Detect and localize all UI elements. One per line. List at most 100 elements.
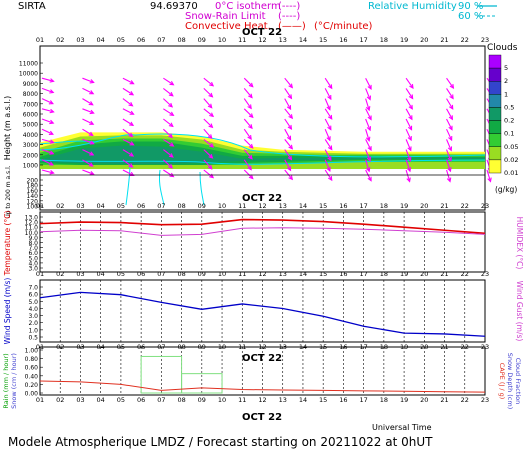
windgust-axis-label: Wind Gust (m/s) [515,281,524,342]
hour-tick-label: 03 [76,396,84,404]
colorbar-swatch [488,159,502,174]
rain-tick: 1.00 [25,348,39,355]
hour-tick-label: 05 [117,343,125,351]
wind-arrow [284,139,294,150]
hour-tick-label: 02 [56,270,64,278]
hour-tick-label: 10 [218,270,226,278]
windspeed-tick: 0.5 [28,335,38,342]
time-axis-label: Universal Time [372,423,432,432]
colorbar-tick: 5 [504,64,508,72]
wind-arrow [405,108,413,121]
hour-tick-label: 14 [299,202,307,210]
legend-snowrain-label: Snow-Rain Limit [185,11,266,22]
height-tick: 9000 [23,81,38,88]
wind-arrow [203,159,213,170]
hour-tick-label: 12 [258,202,266,210]
hour-tick-label: 01 [36,343,44,351]
hour-tick-label: 07 [157,343,165,351]
hour-tick-label: 13 [279,396,287,404]
temperature-tick: 13.0 [25,215,39,222]
wind-arrow [163,77,175,86]
hour-tick-label: 11 [238,396,246,404]
wind-arrow [243,149,253,160]
hour-tick-label: 03 [76,202,84,210]
hour-tick-label: 18 [380,396,388,404]
hour-tick-label: 12 [258,396,266,404]
hour-tick-label: 20 [420,396,428,404]
date-label-cloud: OCT 22 [242,193,282,204]
vertical-hour-grid [59,212,466,395]
windspeed-tick: 5.0 [28,299,38,306]
hour-tick-label: 17 [359,270,367,278]
wind-arrow [162,98,174,108]
hour-tick-label: 18 [380,36,388,44]
hour-tick-label: 16 [339,343,347,351]
hour-tick-label: 19 [400,36,408,44]
wind-arrow [446,159,452,173]
hour-tick-label: 02 [56,343,64,351]
legend-rh60-value: 60 % [458,11,483,22]
hour-tick-label: 08 [177,396,185,404]
wind-arrow [203,118,214,129]
colorbar-swatch [488,94,502,108]
wind-arrow [82,118,95,125]
height-tick-lower: 100 [27,204,39,211]
windspeed-tick: 3.0 [28,313,38,320]
wind-arrow [122,108,135,115]
wind-arrow [324,149,332,162]
hour-tick-label: 15 [319,396,327,404]
cape-series-line [39,380,486,393]
hour-tick-label: 14 [299,396,307,404]
wind-arrow [243,118,253,130]
rain-tick: 0.00 [25,391,39,398]
height-tick: 2000 [23,152,38,159]
humidex-series-line [39,227,486,236]
hour-tick-label: 07 [157,36,165,44]
hour-tick-label: 12 [258,36,266,44]
wind-arrow [365,118,372,132]
height-tick: 4000 [23,132,38,139]
wind-arrow [41,169,55,175]
wind-arrow [203,128,213,140]
wind-arrow [405,139,412,152]
height-tick: 6000 [23,112,38,119]
hour-tick-label: 07 [157,202,165,210]
hour-tick-label: 09 [198,36,206,44]
windspeed-tick: 6.0 [28,292,38,299]
wind-arrow [446,149,452,162]
wind-arrow [446,128,453,142]
rain-tick: 0.20 [25,382,39,389]
temperature-tick: 5.0 [28,255,38,262]
hour-tick-label: 05 [117,396,125,404]
colorbar-swatch [488,54,502,69]
height-tick: 10000 [19,71,38,78]
wind-arrow [41,77,55,83]
rh-contour [159,169,165,206]
wind-arrow [162,159,174,169]
wind-arrow [163,149,174,158]
windspeed-tick: 1.0 [28,327,38,334]
wind-arrow [405,128,412,142]
hour-tick-label: 19 [400,396,408,404]
colorbar-tick: 0.2 [504,117,514,125]
hour-tick-label: 02 [56,202,64,210]
hour-tick-label: 12 [258,270,266,278]
hour-tick-label: 21 [440,396,448,404]
wind-arrow [163,118,174,128]
temperature-tick: 11.0 [25,225,39,232]
hour-tick-label: 01 [36,36,44,44]
hour-tick-label: 14 [299,270,307,278]
colorbar-swatch [488,67,502,82]
hour-tick-label: 17 [359,343,367,351]
wind-arrow [365,129,371,142]
hour-tick-label: 22 [461,36,469,44]
hour-tick-label: 04 [97,396,105,404]
wind-arrow [486,169,492,183]
height-tick: 7000 [23,101,38,108]
cape-axis-label: CAPE (J / g) [498,363,506,400]
hour-tick-label: 03 [76,270,84,278]
height-tick: 1000 [23,163,38,170]
hour-tick-label: 14 [299,36,307,44]
wind-arrow [203,88,214,98]
